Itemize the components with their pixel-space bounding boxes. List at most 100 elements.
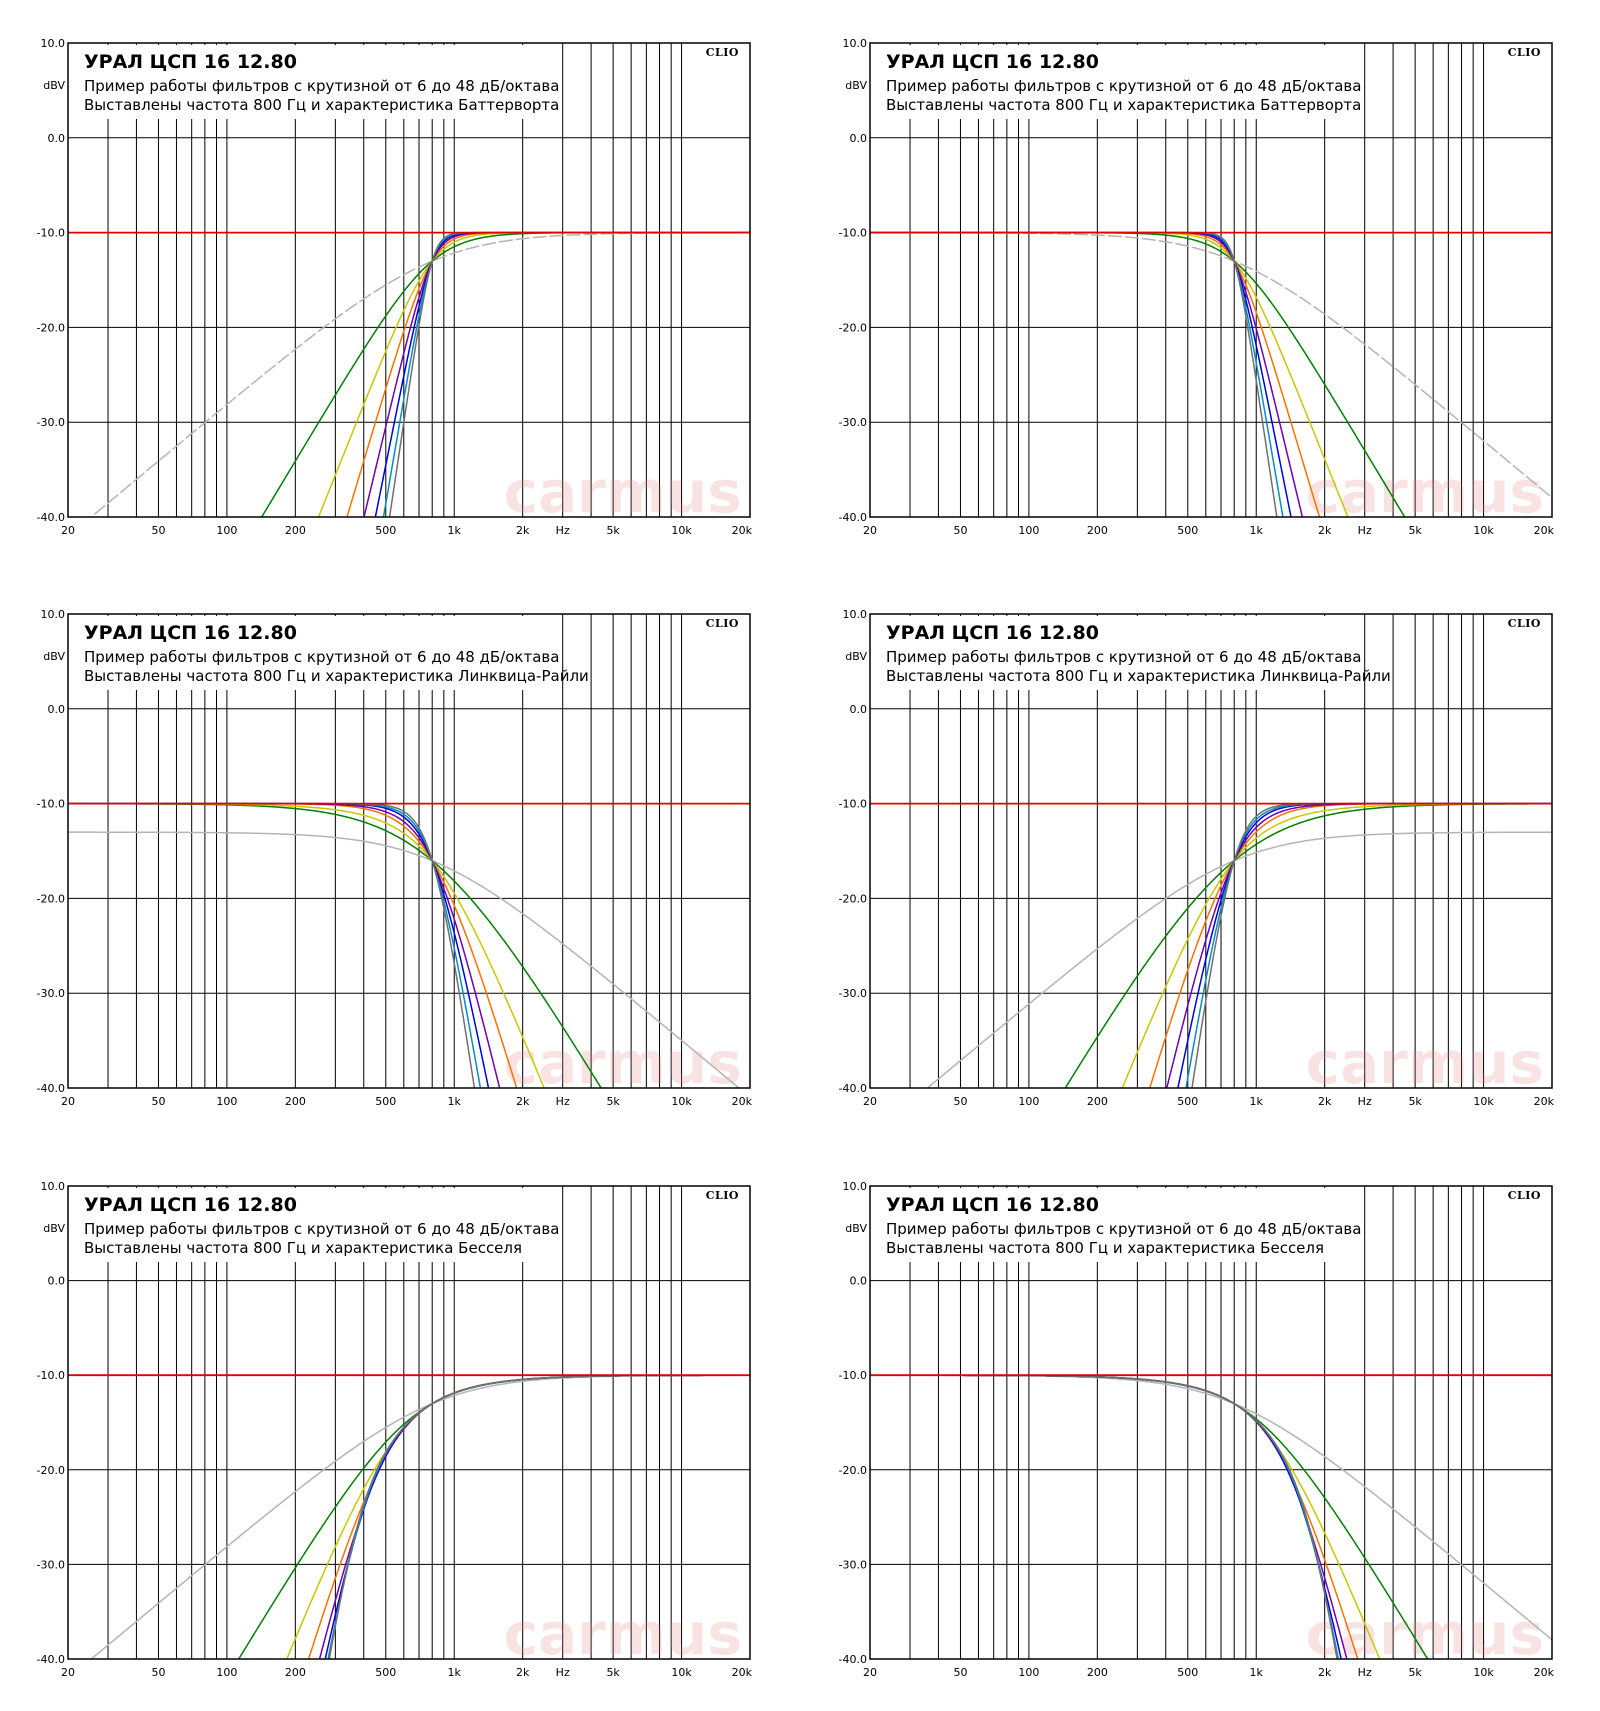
x-tick-label: 100 <box>216 1666 237 1679</box>
chart-subtitle-2: Выставлены частота 800 Гц и характеристи… <box>84 1239 522 1257</box>
y-tick-label: 0.0 <box>48 703 66 716</box>
x-tick-label: 500 <box>375 524 396 537</box>
y-tick-label: 0.0 <box>850 703 868 716</box>
x-tick-label: 500 <box>1177 1095 1198 1108</box>
x-tick-label: 2k <box>1318 1666 1332 1679</box>
vertical-gridlines <box>909 1186 1485 1659</box>
y-tick-label: 10.0 <box>41 1180 66 1193</box>
plot-frame <box>869 42 1553 518</box>
series-line-6-db-oct <box>68 831 741 1088</box>
x-tick-label: 1k <box>448 1666 462 1679</box>
y-tick-label: -30.0 <box>37 1558 65 1571</box>
y-tick-label: -10.0 <box>37 1369 65 1382</box>
y-tick-label: -40.0 <box>37 1082 65 1095</box>
x-tick-label: 500 <box>375 1666 396 1679</box>
x-tick-label: 5k <box>1408 1095 1422 1108</box>
clio-brand: CLIO <box>706 617 739 630</box>
x-tick-label: 2k <box>516 1095 530 1108</box>
plot-frame <box>67 42 751 518</box>
x-tick-label: 200 <box>285 1666 306 1679</box>
x-tick-label: 100 <box>1018 1095 1039 1108</box>
x-tick-label: 5k <box>606 524 620 537</box>
series-group <box>68 231 750 517</box>
x-tick-label: 200 <box>285 524 306 537</box>
x-tick-label: 5k <box>1408 524 1422 537</box>
x-tick-label: 20k <box>1534 1666 1555 1679</box>
plot-frame <box>869 613 1553 1089</box>
plot-frame <box>67 613 751 1089</box>
x-tick-label: 500 <box>1177 524 1198 537</box>
x-tick-label: 20 <box>61 524 75 537</box>
x-tick-label: 2k <box>516 1666 530 1679</box>
chart-panel-3: carmus 10.0 0.0 -10.0 -20.0 -30.0 -40.0 dBV 20 50… <box>37 608 753 1108</box>
vertical-gridlines <box>909 43 1485 517</box>
x-tick-label: 1k <box>448 524 462 537</box>
x-tick-label: 1k <box>1250 524 1264 537</box>
watermark: carmus <box>1306 1600 1544 1668</box>
watermark: carmus <box>1306 1029 1544 1097</box>
chart-subtitle-2: Выставлены частота 800 Гц и характеристи… <box>84 96 559 114</box>
chart-subtitle-2: Выставлены частота 800 Гц и характеристи… <box>886 1239 1324 1257</box>
x-tick-label: 50 <box>953 1666 967 1679</box>
y-tick-label: -40.0 <box>37 511 65 524</box>
watermark: carmus <box>504 1600 742 1668</box>
chart-subtitle-1: Пример работы фильтров с крутизной от 6 … <box>84 1220 559 1238</box>
clio-brand: CLIO <box>706 1189 739 1202</box>
x-tick-label: 2k <box>1318 1095 1332 1108</box>
x-tick-label: 1k <box>1250 1095 1264 1108</box>
y-tick-label: -10.0 <box>37 798 65 811</box>
title-backdrop <box>70 1188 550 1262</box>
clio-brand: CLIO <box>1508 1189 1541 1202</box>
clio-brand: CLIO <box>1508 46 1541 59</box>
horizontal-gridlines <box>68 137 750 423</box>
y-tick-label: 0.0 <box>850 132 868 145</box>
x-tick-label: 10k <box>671 1666 692 1679</box>
x-tick-label: 100 <box>1018 524 1039 537</box>
chart-subtitle-2: Выставлены частота 800 Гц и характеристи… <box>84 667 589 685</box>
chart-panel-5: carmus 10.0 0.0 -10.0 -20.0 -30.0 -40.0 dBV 20 50… <box>37 1180 753 1679</box>
chart-panel-4: carmus 10.0 0.0 -10.0 -20.0 -30.0 -40.0 dBV 20 50… <box>839 608 1555 1108</box>
x-tick-label: 20 <box>61 1666 75 1679</box>
y-tick-label: -10.0 <box>37 227 65 240</box>
x-tick-label: 20 <box>863 1666 877 1679</box>
chart-panel-2: carmus 10.0 0.0 -10.0 -20.0 -30.0 -40.0 dBV 20 50… <box>839 37 1555 537</box>
y-tick-label: 10.0 <box>843 1180 868 1193</box>
x-tick-label: 50 <box>953 524 967 537</box>
y-axis-label: dBV <box>43 79 65 92</box>
title-backdrop <box>70 45 550 119</box>
y-tick-label: -40.0 <box>37 1653 65 1666</box>
x-tick-label: 20k <box>732 1095 753 1108</box>
y-tick-label: -20.0 <box>37 892 65 905</box>
series-line-6-db-oct <box>926 831 1552 1088</box>
horizontal-gridlines <box>870 1280 1552 1565</box>
chart-subtitle-1: Пример работы фильтров с крутизной от 6 … <box>886 648 1361 666</box>
x-axis-unit: Hz <box>556 1095 570 1108</box>
chart-subtitle-1: Пример работы фильтров с крутизной от 6 … <box>84 77 559 95</box>
x-tick-label: 100 <box>1018 1666 1039 1679</box>
x-tick-label: 20k <box>1534 524 1555 537</box>
y-tick-label: -30.0 <box>37 987 65 1000</box>
x-tick-label: 500 <box>1177 1666 1198 1679</box>
y-axis-label: dBV <box>43 650 65 663</box>
x-axis-unit: Hz <box>556 524 570 537</box>
x-tick-label: 20k <box>732 524 753 537</box>
chart-panel-1: carmus 10.0 0.0 -10.0 -20.0 -30.0 -40.0 dBV 20 50… <box>37 37 753 537</box>
y-tick-label: -40.0 <box>839 1082 867 1095</box>
chart-title: УРАЛ ЦСП 16 12.80 <box>84 51 297 73</box>
x-tick-label: 50 <box>151 1666 165 1679</box>
y-tick-label: -40.0 <box>839 511 867 524</box>
y-tick-label: 10.0 <box>843 608 868 621</box>
y-tick-label: 10.0 <box>843 37 868 50</box>
series-group <box>870 1374 1552 1659</box>
x-tick-label: 5k <box>606 1095 620 1108</box>
series-group <box>870 231 1552 517</box>
x-tick-label: 200 <box>1087 1666 1108 1679</box>
x-axis-unit: Hz <box>556 1666 570 1679</box>
y-tick-label: 0.0 <box>48 1275 66 1288</box>
y-tick-label: -40.0 <box>839 1653 867 1666</box>
chart-subtitle-1: Пример работы фильтров с крутизной от 6 … <box>886 1220 1361 1238</box>
x-tick-label: 10k <box>671 524 692 537</box>
plot-frame <box>869 1185 1553 1660</box>
y-tick-label: 10.0 <box>41 37 66 50</box>
